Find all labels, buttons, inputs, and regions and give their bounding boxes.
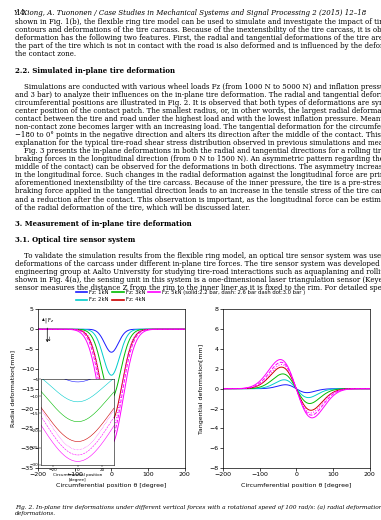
Text: Simulations are conducted with various wheel loads Fz (from 1000 N to 5000 N) an: Simulations are conducted with various w…	[15, 83, 381, 90]
Text: deformations of the carcass under different in-plane tire forces. The tire senso: deformations of the carcass under differ…	[15, 260, 381, 268]
Text: To validate the simulation results from the flexible ring model, an optical tire: To validate the simulation results from …	[15, 252, 381, 260]
Text: $\blacktriangle$: $\blacktriangle$	[41, 315, 46, 323]
Text: Y. Xiong, A. Tuononen / Case Studies in Mechanical Systems and Signal Processing: Y. Xiong, A. Tuononen / Case Studies in …	[14, 9, 367, 17]
X-axis label: Circumferential position θ [degree]: Circumferential position θ [degree]	[241, 483, 351, 488]
Text: and a reduction after the contact. This observation is important, as the longitu: and a reduction after the contact. This …	[15, 196, 381, 203]
Text: 2.2. Simulated in-plane tire deformation: 2.2. Simulated in-plane tire deformation	[15, 67, 175, 74]
Text: the part of the tire which is not in contact with the road is also deformed and : the part of the tire which is not in con…	[15, 42, 381, 50]
Text: the contact zone.: the contact zone.	[15, 50, 76, 58]
Text: 14: 14	[15, 9, 25, 17]
Text: deformation has the following two features. First, the radial and tangential def: deformation has the following two featur…	[15, 34, 381, 42]
Text: $\downarrow$: $\downarrow$	[45, 335, 52, 343]
Text: Fig. 3 presents the in-plane deformations in both the radial and tangential dire: Fig. 3 presents the in-plane deformation…	[15, 147, 381, 155]
Text: braking force applied in the tangential direction leads to an increase in the te: braking force applied in the tangential …	[15, 188, 381, 196]
Text: center position of the contact patch. The smallest radius, or, in other words, t: center position of the contact patch. Th…	[15, 107, 381, 115]
Text: shown in Fig. 1(b), the flexible ring tire model can be used to simulate and inv: shown in Fig. 1(b), the flexible ring ti…	[15, 18, 381, 26]
Text: Fig. 2. In-plane tire deformations under different vertical forces with a rotati: Fig. 2. In-plane tire deformations under…	[15, 504, 381, 516]
Text: −180 to 0° points in the negative direction and alters its direction after the m: −180 to 0° points in the negative direct…	[15, 131, 381, 139]
Text: circumferential positions are illustrated in Fig. 2. It is observed that both ty: circumferential positions are illustrate…	[15, 99, 381, 107]
Text: 3. Measurement of in-plane tire deformation: 3. Measurement of in-plane tire deformat…	[15, 220, 192, 228]
Legend: Fz: 1kN, Fz: 2kN, Fz: 3kN, Fz: 4kN, Fz: 5kN (solid:2.2 bar, dash: 2.6 bar dash d: Fz: 1kN, Fz: 2kN, Fz: 3kN, Fz: 4kN, Fz: …	[74, 288, 307, 305]
Text: sensor measures the distance Z from the rim to the inner liner as it is fixed to: sensor measures the distance Z from the …	[15, 284, 381, 292]
Text: engineering group at Aalto University for studying tire-road interactions such a: engineering group at Aalto University fo…	[15, 268, 381, 276]
Text: braking forces in the longitudinal direction (from 0 N to 1500 N). An asymmetric: braking forces in the longitudinal direc…	[15, 155, 381, 163]
Text: middle of the contact) can be observed for the deformations in both directions. : middle of the contact) can be observed f…	[15, 163, 381, 171]
Text: and 3 bar) to analyze their influences on the in-plane tire deformation. The rad: and 3 bar) to analyze their influences o…	[15, 91, 381, 99]
Text: non-contact zone becomes larger with an increasing load. The tangential deformat: non-contact zone becomes larger with an …	[15, 123, 381, 131]
Y-axis label: Radial deformation[mm]: Radial deformation[mm]	[10, 350, 15, 427]
Text: in the longitudinal force. Such changes in the radial deformation against the lo: in the longitudinal force. Such changes …	[15, 172, 381, 179]
Text: 3.1. Optical tire sensor system: 3.1. Optical tire sensor system	[15, 236, 136, 244]
Text: aforementioned inextensibility of the tire carcass. Because of the inner pressur: aforementioned inextensibility of the ti…	[15, 179, 381, 187]
Text: explanation for the typical tire-road shear stress distribution observed in prev: explanation for the typical tire-road sh…	[15, 139, 381, 147]
X-axis label: Circumferential position θ [degree]: Circumferential position θ [degree]	[56, 483, 166, 488]
Y-axis label: Tangential deformation[mm]: Tangential deformation[mm]	[199, 344, 204, 434]
Text: contact between the tire and road under the highest load and with the lowest inf: contact between the tire and road under …	[15, 115, 381, 123]
Text: $|$ F$_z$: $|$ F$_z$	[43, 316, 54, 325]
Text: of the radial deformation of the tire, which will be discussed later.: of the radial deformation of the tire, w…	[15, 203, 250, 212]
Text: contours and deformations of the tire carcass. Because of the inextensibility of: contours and deformations of the tire ca…	[15, 26, 381, 34]
Text: shown in Fig. 4(a), the sensing unit in this system is a one-dimensional laser t: shown in Fig. 4(a), the sensing unit in …	[15, 276, 381, 284]
